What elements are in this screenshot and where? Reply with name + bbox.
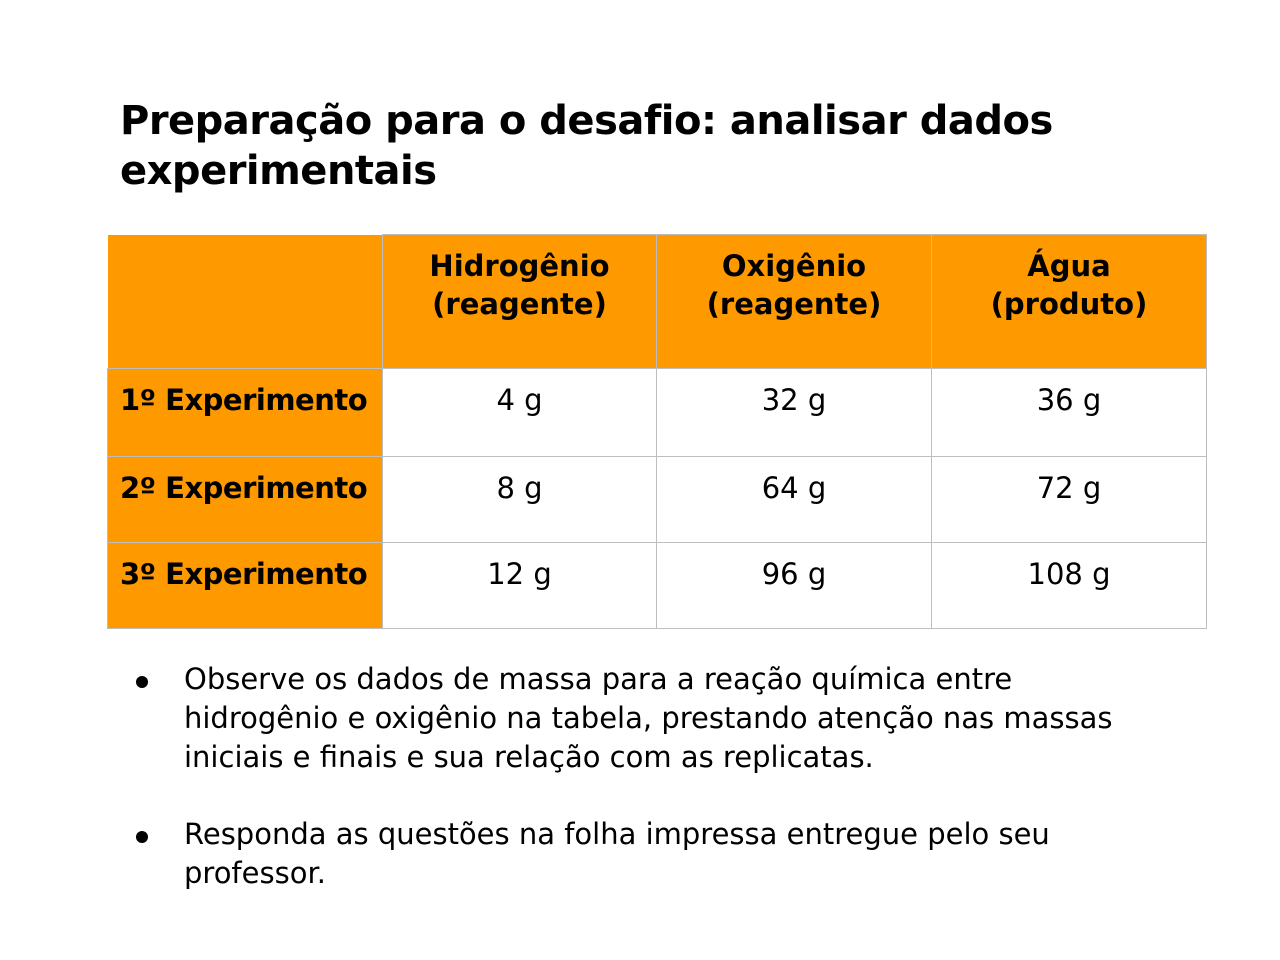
table-corner-cell xyxy=(107,234,383,369)
table-cell: 4 g xyxy=(382,368,657,457)
list-item-text: Observe os dados de massa para a reação … xyxy=(184,662,1113,774)
row-header: 2º Experimento xyxy=(107,456,383,543)
list-item: Responda as questões na folha impressa e… xyxy=(130,815,1150,893)
instruction-list: Observe os dados de massa para a reação … xyxy=(130,660,1150,931)
bullet-icon xyxy=(136,831,148,843)
bullet-icon xyxy=(136,676,148,688)
column-header-line: Oxigênio xyxy=(721,249,867,283)
table-cell: 12 g xyxy=(382,542,657,629)
table-cell: 64 g xyxy=(656,456,932,543)
table-row: 2º Experimento 8 g 64 g 72 g xyxy=(107,456,1207,543)
column-header-oxygen: Oxigênio (reagente) xyxy=(656,234,932,369)
row-header: 1º Experimento xyxy=(107,368,383,457)
table-cell: 36 g xyxy=(931,368,1207,457)
experiment-data-table: Hidrogênio (reagente) Oxigênio (reagente… xyxy=(107,234,1207,629)
row-header: 3º Experimento xyxy=(107,542,383,629)
table-row: 1º Experimento 4 g 32 g 36 g xyxy=(107,368,1207,457)
list-item: Observe os dados de massa para a reação … xyxy=(130,660,1150,777)
column-header-line: (reagente) xyxy=(432,287,607,321)
slide-title: Preparação para o desafio: analisar dado… xyxy=(120,98,1053,194)
column-header-line: (produto) xyxy=(990,287,1148,321)
column-header-line: (reagente) xyxy=(706,287,882,321)
table-row: 3º Experimento 12 g 96 g 108 g xyxy=(107,542,1207,629)
column-header-line: Hidrogênio xyxy=(429,249,610,283)
table-header-row: Hidrogênio (reagente) Oxigênio (reagente… xyxy=(107,234,1207,369)
table-cell: 8 g xyxy=(382,456,657,543)
table-cell: 72 g xyxy=(931,456,1207,543)
column-header-line: Água xyxy=(1027,249,1111,283)
table-cell: 108 g xyxy=(931,542,1207,629)
column-header-water: Água (produto) xyxy=(931,234,1207,369)
list-item-text: Responda as questões na folha impressa e… xyxy=(184,817,1050,890)
table-cell: 32 g xyxy=(656,368,932,457)
column-header-hydrogen: Hidrogênio (reagente) xyxy=(382,234,657,369)
table-cell: 96 g xyxy=(656,542,932,629)
